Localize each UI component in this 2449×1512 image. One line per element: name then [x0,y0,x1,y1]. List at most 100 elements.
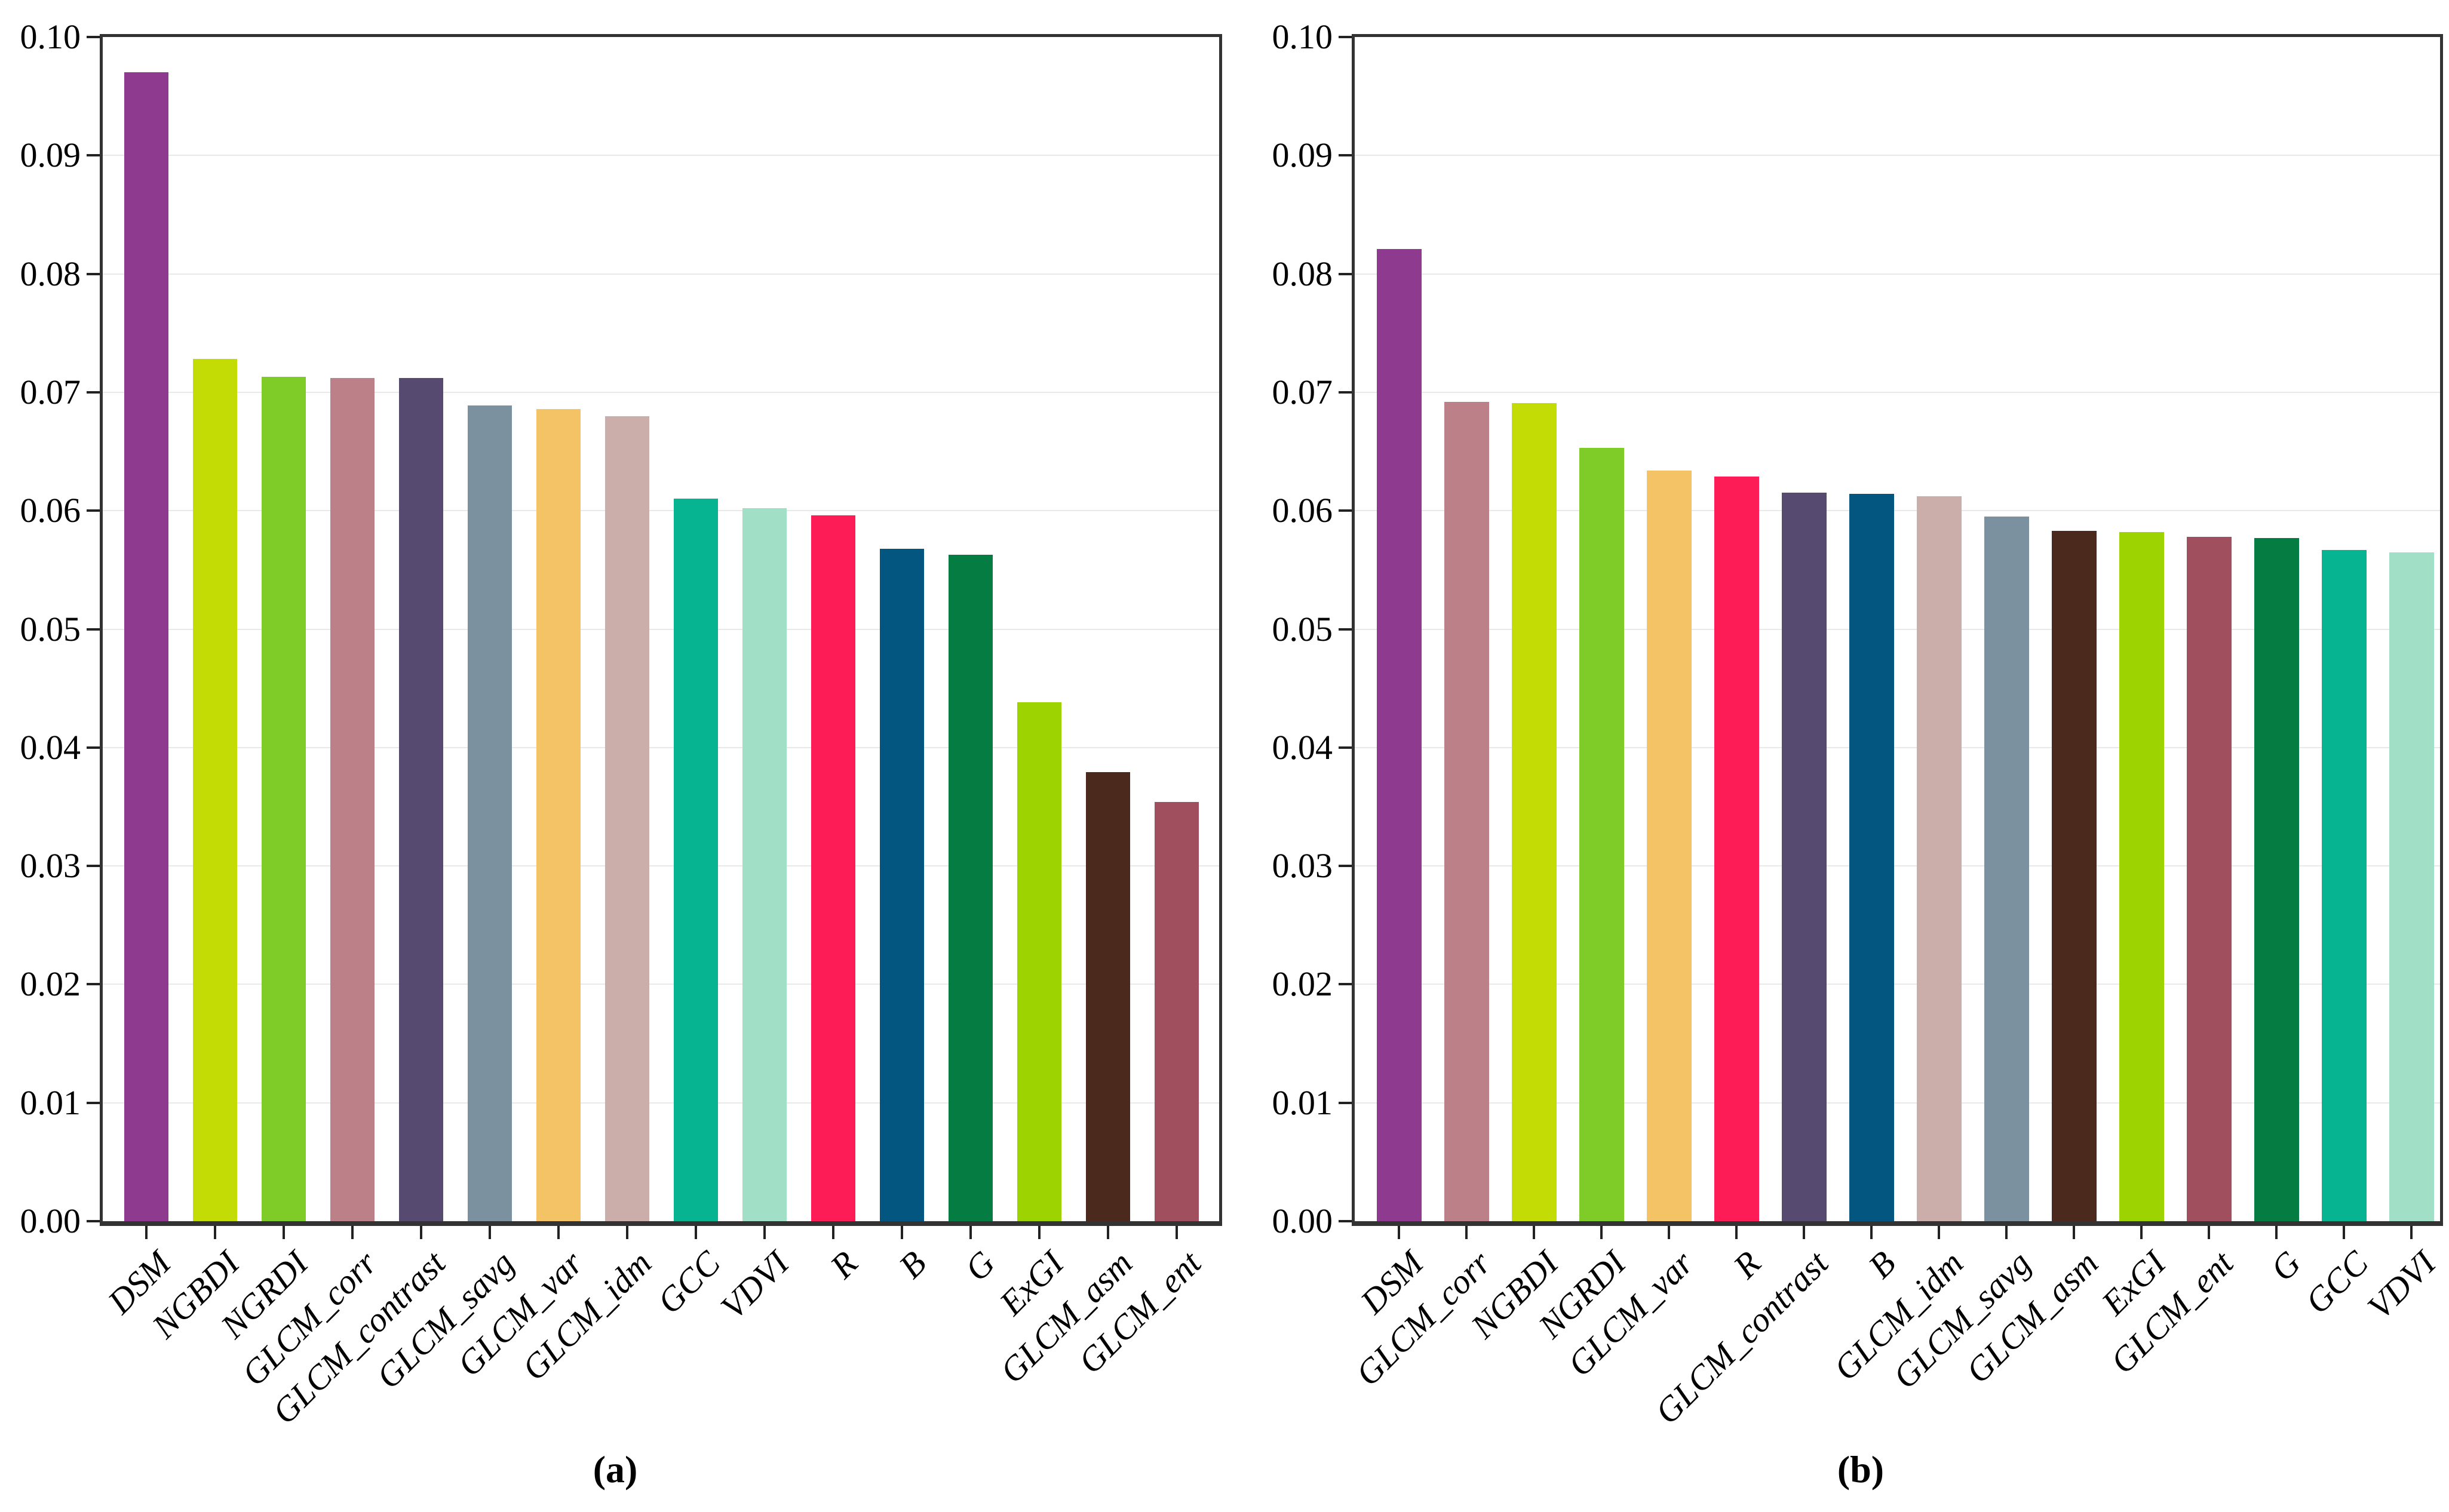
x-tick-B [901,1226,903,1239]
gridline-0.04 [1355,747,2440,748]
x-tick-GLCM_savg [489,1226,491,1239]
y-tick-label-0.00: 0.00 [20,1201,81,1240]
y-tick-label-0.07: 0.07 [1272,373,1333,411]
x-tick-GLCM_ent [2208,1226,2210,1239]
bar-GLCM_ent [1155,802,1199,1221]
bar-VDVI [742,508,787,1221]
plot-area-a [100,34,1222,1226]
bar-DSM [1377,249,1422,1221]
y-tick-0.05 [87,628,100,631]
x-tick-GLCM_var [1668,1226,1670,1239]
gridline-0.03 [103,865,1219,866]
bar-NGRDI [262,377,306,1221]
bar-NGBDI [193,359,237,1221]
bar-DSM [124,72,168,1221]
x-tick-GLCM_asm [1107,1226,1109,1239]
y-tick-label-0.08: 0.08 [20,254,81,293]
x-tick-ExGI [2140,1226,2143,1239]
x-tick-GLCM_contrast [420,1226,422,1239]
x-tick-NGBDI [214,1226,216,1239]
gridline-0.05 [1355,629,2440,630]
bar-G [949,555,993,1221]
x-tick-GLCM_idm [626,1226,628,1239]
y-tick-0.10 [1339,36,1352,38]
x-tick-R [832,1226,834,1239]
x-tick-G [969,1226,972,1239]
bar-GLCM_idm [605,416,649,1221]
y-tick-0.10 [87,36,100,38]
x-tick-DSM [145,1226,148,1239]
y-tick-label-0.07: 0.07 [20,373,81,411]
y-tick-label-0.10: 0.10 [20,17,81,56]
y-tick-label-0.10: 0.10 [1272,17,1333,56]
bar-GLCM_corr [330,378,375,1221]
y-tick-0.08 [87,273,100,275]
bar-G [2254,538,2299,1221]
gridline-0.07 [1355,392,2440,393]
x-tick-VDVI [2410,1226,2413,1239]
bar-NGBDI [1512,403,1557,1221]
x-tick-GCC [695,1226,697,1239]
gridline-0.09 [103,155,1219,156]
bar-ExGI [2119,532,2164,1221]
caption-a: (a) [593,1448,638,1491]
bar-GLCM_savg [1984,517,2029,1221]
gridline-0.04 [103,747,1219,748]
y-tick-label-0.06: 0.06 [20,491,81,530]
x-tick-GLCM_var [557,1226,560,1239]
gridline-0.02 [1355,984,2440,985]
y-tick-0.04 [87,746,100,749]
x-tick-VDVI [763,1226,766,1239]
y-tick-0.09 [87,154,100,156]
bar-B [880,549,924,1221]
gridline-0.05 [103,629,1219,630]
caption-b: (b) [1837,1448,1885,1491]
y-tick-0.00 [87,1220,100,1222]
y-tick-0.01 [87,1102,100,1104]
y-tick-0.07 [87,391,100,394]
x-tick-GLCM_ent [1176,1226,1178,1239]
gridline-0.01 [103,1102,1219,1104]
bar-GLCM_savg [468,405,512,1221]
y-tick-label-0.03: 0.03 [20,846,81,885]
bar-R [1714,477,1759,1221]
bar-ExGI [1017,702,1061,1221]
x-tick-GLCM_corr [351,1226,354,1239]
y-tick-label-0.05: 0.05 [1272,610,1333,649]
y-tick-0.03 [87,865,100,867]
y-tick-label-0.00: 0.00 [1272,1201,1333,1240]
y-tick-0.02 [87,983,100,985]
y-tick-label-0.09: 0.09 [20,136,81,174]
y-tick-0.04 [1339,746,1352,749]
bar-GLCM_var [536,409,581,1221]
gridline-0.06 [103,510,1219,511]
bar-GLCM_asm [2052,531,2097,1221]
bar-GLCM_asm [1086,772,1130,1221]
bar-GLCM_contrast [399,378,443,1221]
gridline-0.08 [1355,273,2440,275]
bar-NGRDI [1579,448,1624,1221]
y-tick-label-0.02: 0.02 [20,964,81,1003]
y-tick-label-0.01: 0.01 [20,1083,81,1122]
gridline-0.08 [103,273,1219,275]
x-tick-GLCM_contrast [1803,1226,1805,1239]
y-tick-0.03 [1339,865,1352,867]
bar-VDVI [2389,552,2434,1221]
y-tick-0.02 [1339,983,1352,985]
gridline-0.03 [1355,865,2440,866]
x-tick-NGRDI [283,1226,285,1239]
y-tick-0.01 [1339,1102,1352,1104]
y-tick-label-0.04: 0.04 [20,728,81,767]
x-tick-GCC [2343,1226,2345,1239]
gridline-0.02 [103,984,1219,985]
x-tick-GLCM_asm [2073,1226,2075,1239]
bar-GLCM_contrast [1782,493,1827,1221]
bar-GLCM_corr [1444,402,1489,1221]
x-tick-NGBDI [1533,1226,1535,1239]
gridline-0.01 [1355,1102,2440,1104]
y-tick-0.07 [1339,391,1352,394]
x-tick-DSM [1398,1226,1400,1239]
